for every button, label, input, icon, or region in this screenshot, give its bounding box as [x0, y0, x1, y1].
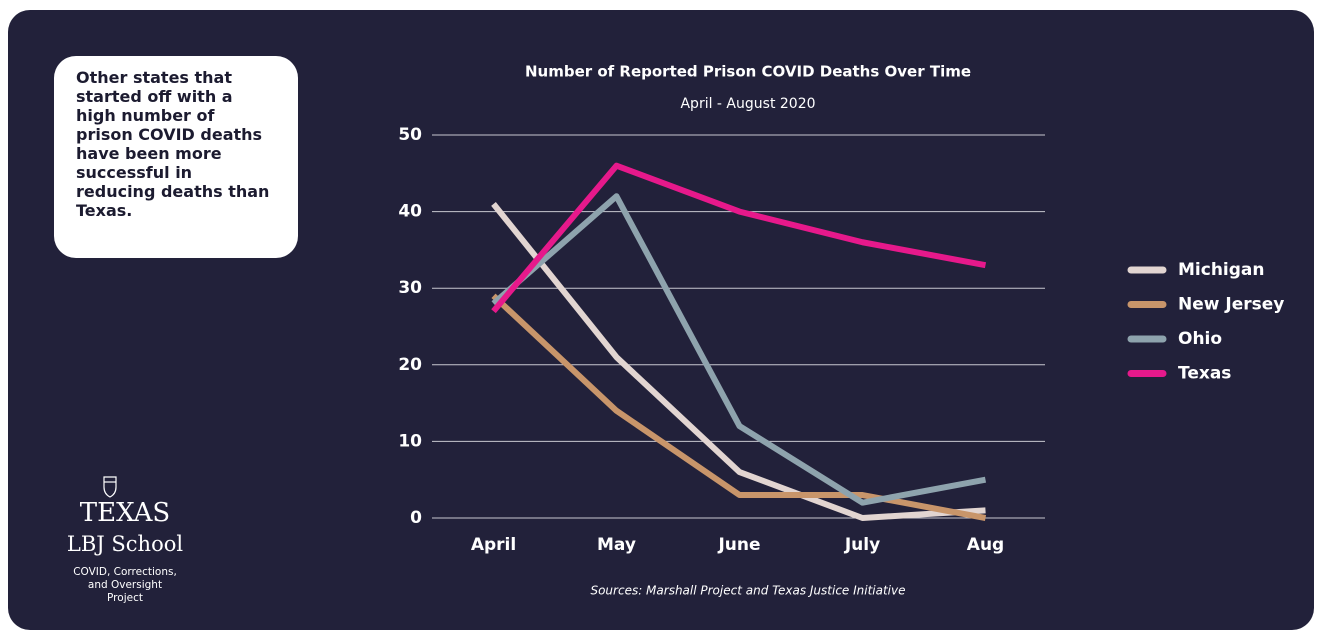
- chart-title: Number of Reported Prison COVID Deaths O…: [525, 63, 971, 81]
- series-line: [491, 162, 987, 314]
- x-tick-label: Aug: [967, 535, 1004, 555]
- y-tick-label: 30: [398, 278, 422, 298]
- series-line: [491, 202, 986, 521]
- y-tick-label: 50: [398, 125, 422, 145]
- series-line: [491, 293, 987, 521]
- legend-label: New Jersey: [1178, 295, 1284, 315]
- x-tick-label: July: [844, 535, 880, 555]
- chart-subtitle: April - August 2020: [680, 96, 815, 112]
- x-tick-label: May: [597, 535, 636, 555]
- legend-label: Texas: [1178, 364, 1231, 384]
- logo-name: TEXAS: [79, 498, 171, 528]
- annotation: Other states that started off with a hig…: [54, 56, 298, 258]
- y-tick-label: 40: [398, 202, 422, 222]
- y-tick-label: 0: [410, 508, 422, 528]
- y-tick-label: 20: [398, 355, 422, 375]
- series-line: [491, 193, 987, 506]
- logo-school: LBJ School: [66, 532, 184, 556]
- source: Sources: Marshall Project and Texas Just…: [590, 584, 905, 598]
- x-tick-label: April: [471, 535, 516, 555]
- logo-project: COVID, Corrections, and Oversight Projec…: [73, 566, 177, 604]
- y-tick-label: 10: [398, 431, 422, 451]
- x-tick-label: June: [717, 535, 760, 555]
- shield-icon: [103, 476, 117, 498]
- legend-label: Ohio: [1178, 329, 1222, 349]
- legend-label: Michigan: [1178, 260, 1265, 280]
